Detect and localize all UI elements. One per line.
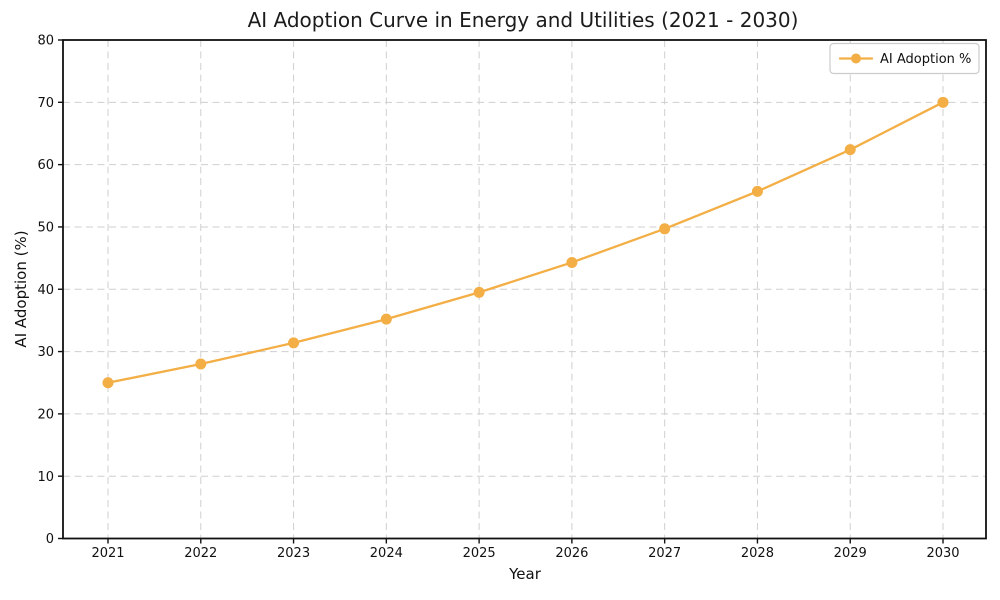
x-tick-label: 2027 bbox=[648, 546, 681, 561]
data-point-2030 bbox=[937, 96, 949, 108]
data-point-2024 bbox=[380, 313, 392, 325]
y-tick-label: 40 bbox=[37, 283, 54, 298]
series-line bbox=[106, 101, 945, 384]
x-tick-label: 2030 bbox=[926, 546, 959, 561]
series bbox=[102, 96, 949, 389]
legend-label: AI Adoption % bbox=[880, 52, 971, 67]
y-tick-label: 0 bbox=[46, 532, 54, 547]
gridlines bbox=[63, 39, 986, 539]
x-axis-label: Year bbox=[508, 565, 542, 583]
legend: AI Adoption % bbox=[829, 42, 980, 75]
y-tick-label: 80 bbox=[37, 34, 54, 49]
legend-marker-sample-icon bbox=[851, 53, 861, 64]
x-tick-label: 2029 bbox=[834, 546, 867, 561]
x-tick-label: 2025 bbox=[463, 546, 496, 561]
x-tick-label: 2021 bbox=[91, 546, 124, 561]
legend-box bbox=[829, 42, 980, 75]
data-point-2025 bbox=[473, 286, 485, 298]
data-point-2021 bbox=[102, 377, 114, 389]
plot-border bbox=[62, 39, 987, 540]
y-tick-label: 10 bbox=[37, 470, 54, 485]
x-tick-label: 2023 bbox=[277, 546, 310, 561]
x-tick-label: 2026 bbox=[555, 546, 588, 561]
data-point-2022 bbox=[195, 358, 207, 370]
data-point-2027 bbox=[659, 223, 671, 235]
y-tick-label: 70 bbox=[37, 96, 54, 111]
y-tick-label: 30 bbox=[37, 345, 54, 360]
data-point-2029 bbox=[844, 144, 856, 156]
y-tick-label: 20 bbox=[37, 407, 54, 422]
y-axis-label: AI Adoption (%) bbox=[12, 230, 30, 347]
y-tick-label: 60 bbox=[37, 158, 54, 173]
x-tick-label: 2022 bbox=[184, 546, 217, 561]
data-point-2023 bbox=[288, 337, 300, 349]
data-point-2028 bbox=[751, 185, 763, 197]
data-point-2026 bbox=[566, 256, 578, 268]
y-tick-label: 50 bbox=[37, 221, 54, 236]
x-tick-label: 2028 bbox=[741, 546, 774, 561]
chart-title: AI Adoption Curve in Energy and Utilitie… bbox=[248, 8, 799, 32]
x-tick-label: 2024 bbox=[370, 546, 403, 561]
